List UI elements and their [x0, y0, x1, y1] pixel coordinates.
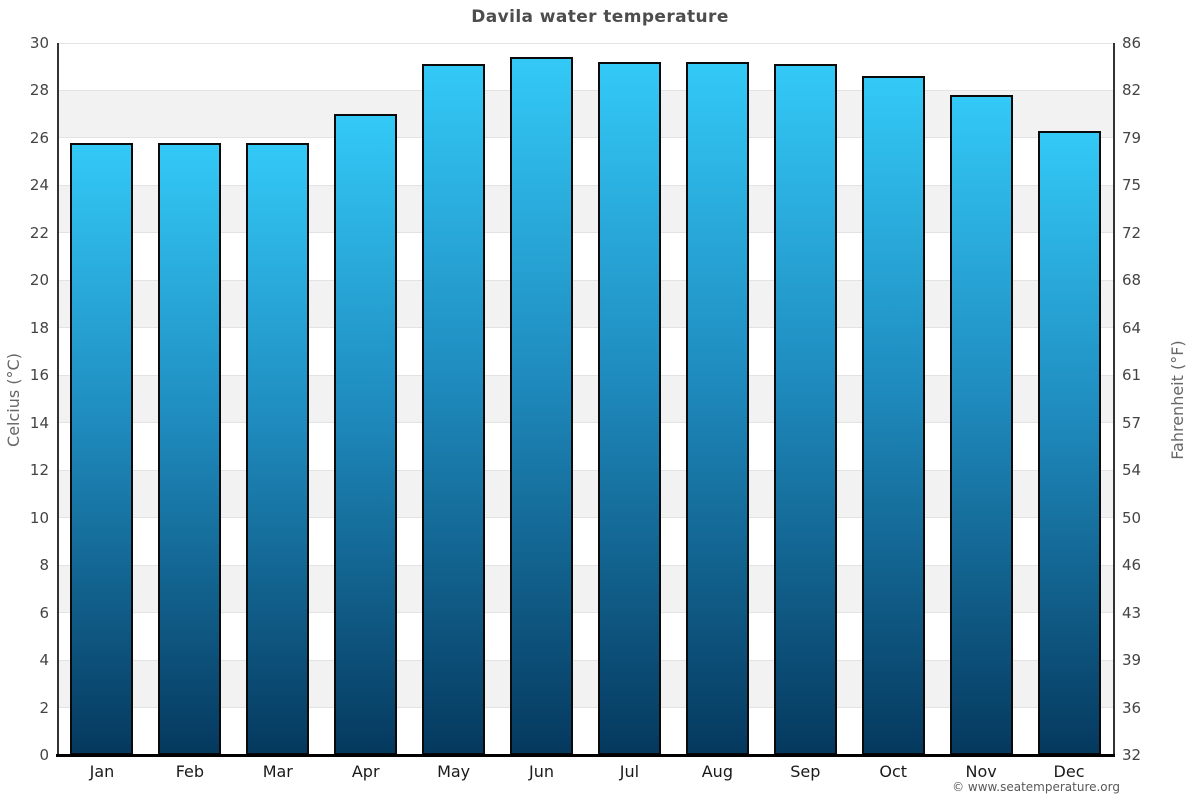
- bar-jul: [597, 61, 661, 755]
- x-tick-label: Mar: [262, 762, 293, 781]
- y-tick-label-fahrenheit: 39: [1122, 651, 1142, 670]
- y-axis-spine-right: [1113, 43, 1115, 755]
- gridline: [58, 374, 1113, 376]
- y-tick-label-celsius: 6: [39, 603, 49, 622]
- y-tick-label-celsius: 26: [29, 128, 49, 147]
- y-tick-label-celsius: 10: [29, 508, 49, 527]
- bar-aug: [685, 61, 749, 755]
- x-tick-label: Apr: [351, 762, 380, 781]
- gridline: [58, 42, 1113, 44]
- y-tick-label-fahrenheit: 50: [1122, 508, 1142, 527]
- plot-band: [58, 660, 1113, 708]
- y-axis-spine-left: [57, 43, 59, 755]
- y-tick-label-celsius: 2: [39, 698, 49, 717]
- y-tick-label-fahrenheit: 54: [1122, 461, 1142, 480]
- plot-band: [58, 185, 1113, 233]
- x-tick-label: Sep: [790, 762, 821, 781]
- bar-apr: [334, 114, 398, 755]
- gridline: [58, 327, 1113, 329]
- x-tick-label: Feb: [175, 762, 205, 781]
- y-tick-label-celsius: 8: [39, 556, 49, 575]
- x-tick-label: Dec: [1053, 762, 1085, 781]
- plot-band: [58, 280, 1113, 328]
- bar-may: [422, 64, 486, 755]
- y-axis-label-fahrenheit: Fahrenheit (°F): [1168, 340, 1187, 460]
- y-tick-label-celsius: 18: [29, 318, 49, 337]
- bar-oct: [861, 76, 925, 755]
- y-tick-label-celsius: 22: [29, 223, 49, 242]
- bar-mar: [246, 142, 310, 755]
- y-tick-label-celsius: 30: [29, 34, 49, 52]
- gridline: [58, 469, 1113, 471]
- y-tick-label-fahrenheit: 57: [1122, 413, 1142, 432]
- y-tick-label-fahrenheit: 75: [1122, 176, 1142, 195]
- x-tick-label: Jan: [89, 762, 115, 781]
- y-tick-label-fahrenheit: 68: [1122, 271, 1142, 290]
- gridline: [58, 422, 1113, 424]
- y-tick-label-celsius: 12: [29, 461, 49, 480]
- x-tick-label: Oct: [879, 762, 908, 781]
- y-tick-label-fahrenheit: 36: [1122, 698, 1142, 717]
- y-tick-label-fahrenheit: 46: [1122, 556, 1142, 575]
- y-tick-label-celsius: 16: [29, 366, 49, 385]
- plot-band: [58, 707, 1113, 755]
- bar-jun: [510, 57, 574, 755]
- y-tick-label-fahrenheit: 64: [1122, 318, 1142, 337]
- chart-title: Davila water temperature: [471, 7, 729, 27]
- x-tick-label: Aug: [701, 762, 733, 781]
- y-tick-label-celsius: 14: [29, 413, 49, 432]
- x-tick-label: May: [437, 762, 471, 781]
- gridline: [58, 707, 1113, 709]
- y-tick-label-celsius: 0: [39, 746, 49, 764]
- y-tick-label-celsius: 20: [29, 271, 49, 290]
- gridline: [58, 232, 1113, 234]
- bar-dec: [1037, 130, 1101, 755]
- gridline: [58, 279, 1113, 281]
- gridline: [58, 564, 1113, 566]
- x-tick-label: Jun: [529, 762, 555, 781]
- gridline: [58, 517, 1113, 519]
- plot-band: [58, 43, 1113, 91]
- plot-band: [58, 232, 1113, 281]
- gridline: [58, 137, 1113, 139]
- y-tick-label-fahrenheit: 32: [1122, 746, 1142, 764]
- bar-jan: [70, 142, 134, 755]
- plot-band: [58, 612, 1113, 661]
- y-tick-label-fahrenheit: 82: [1122, 81, 1142, 100]
- gridline: [58, 612, 1113, 614]
- x-axis-line: [56, 753, 1115, 757]
- plot-band: [58, 375, 1113, 423]
- y-tick-label-celsius: 4: [39, 651, 49, 670]
- bar-feb: [158, 142, 222, 755]
- plot-band: [58, 422, 1113, 471]
- y-tick-label-celsius: 24: [29, 176, 49, 195]
- y-tick-label-fahrenheit: 72: [1122, 223, 1142, 242]
- y-tick-label-fahrenheit: 79: [1122, 128, 1142, 147]
- plot-band: [58, 517, 1113, 566]
- x-tick-label: Jul: [619, 762, 640, 781]
- y-tick-label-fahrenheit: 61: [1122, 366, 1142, 385]
- gridline: [58, 89, 1113, 91]
- y-tick-label-celsius: 28: [29, 81, 49, 100]
- y-tick-label-fahrenheit: 43: [1122, 603, 1142, 622]
- y-tick-label-fahrenheit: 86: [1122, 34, 1142, 52]
- gridline: [58, 184, 1113, 186]
- gridline: [58, 659, 1113, 661]
- watermark: © www.seatemperature.org: [952, 780, 1120, 794]
- x-tick-label: Nov: [965, 762, 997, 781]
- plot-band: [58, 565, 1113, 613]
- bar-sep: [773, 64, 837, 755]
- plot-band: [58, 470, 1113, 518]
- plot-band: [58, 90, 1113, 138]
- bar-nov: [949, 95, 1013, 755]
- plot-band: [58, 327, 1113, 376]
- plot-band: [58, 137, 1113, 186]
